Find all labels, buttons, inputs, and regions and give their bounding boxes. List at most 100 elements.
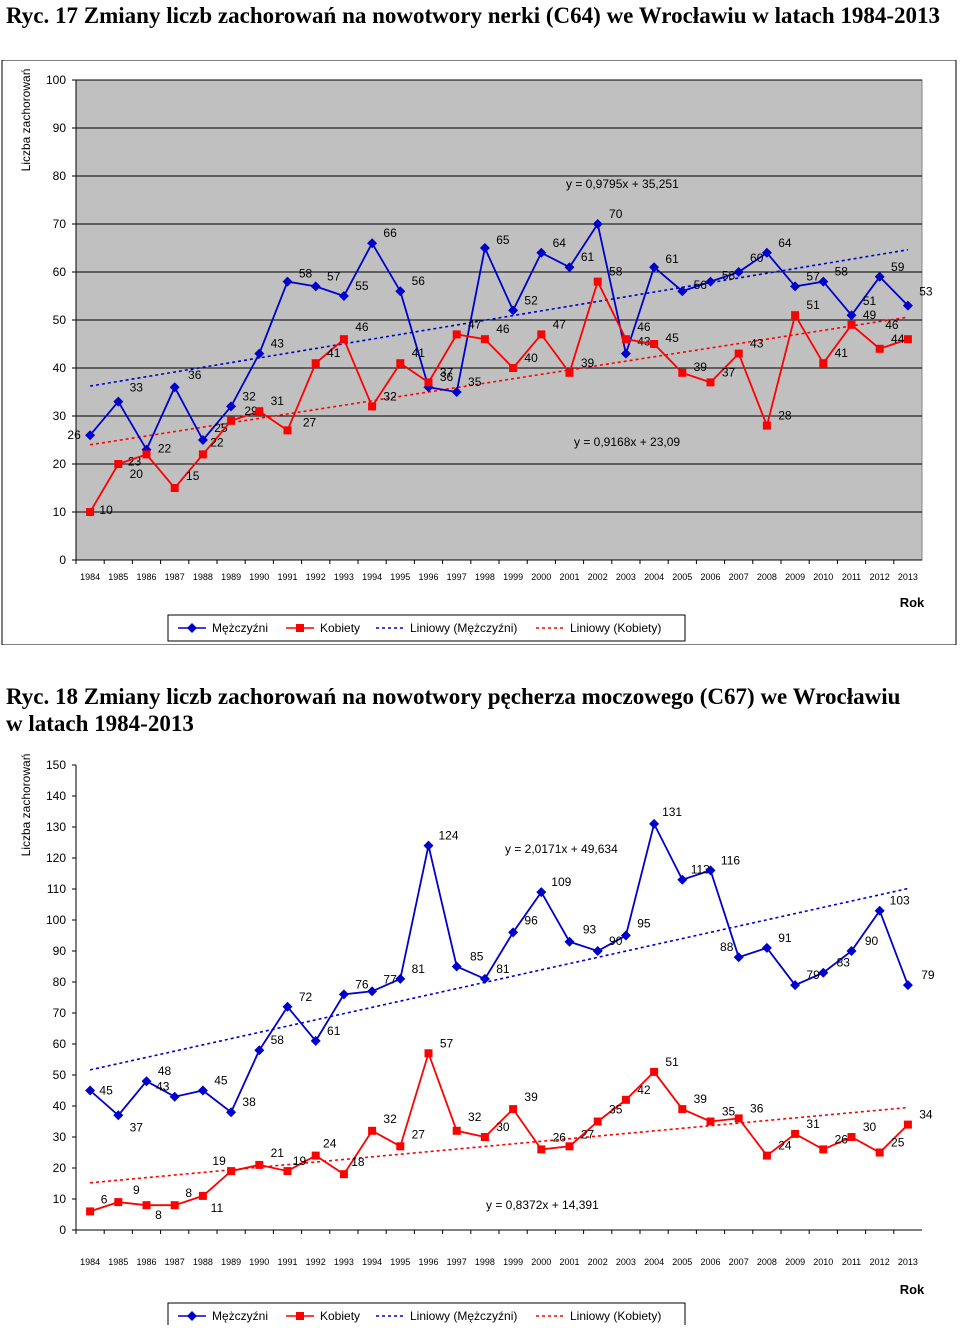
- data-label: 18: [351, 1155, 365, 1169]
- data-label: 45: [99, 1084, 113, 1098]
- data-point-men: [254, 348, 265, 359]
- x-tick-label: 2004: [644, 1257, 664, 1267]
- data-label: 33: [130, 381, 144, 395]
- figure-18-title: Ryc. 18 Zmiany liczb zachorowań na nowot…: [6, 684, 901, 736]
- data-point-men: [846, 946, 857, 956]
- data-point-women: [227, 416, 236, 425]
- data-label: 85: [470, 950, 484, 964]
- x-tick-label: 1990: [249, 572, 269, 582]
- data-point-men: [282, 276, 293, 287]
- x-tick-label: 1999: [503, 572, 523, 582]
- data-point-women: [86, 508, 95, 516]
- x-tick-label: 2006: [700, 1257, 720, 1267]
- data-label: 31: [271, 394, 285, 408]
- data-label: 96: [524, 913, 538, 927]
- data-label: 46: [637, 320, 651, 334]
- data-label: 19: [212, 1154, 226, 1168]
- data-label: 34: [919, 1108, 933, 1122]
- x-tick-label: 1995: [390, 572, 410, 582]
- data-label: 88: [720, 940, 734, 954]
- legend-label: Kobiety: [320, 1309, 360, 1323]
- legend-label: Liniowy (Mężczyźni): [410, 1309, 517, 1323]
- x-axis-title: Rok: [900, 595, 925, 610]
- data-point-men: [705, 865, 716, 876]
- legend-marker: [296, 624, 304, 632]
- x-tick-label: 2005: [672, 572, 692, 582]
- data-point-women: [198, 450, 207, 459]
- data-point-women: [480, 335, 489, 344]
- x-tick-label: 2009: [785, 572, 805, 582]
- data-point-men: [197, 435, 208, 445]
- x-tick-label: 1995: [390, 1257, 410, 1267]
- data-point-women: [227, 1167, 236, 1176]
- data-point-women: [283, 1167, 292, 1176]
- data-label: 43: [271, 337, 285, 351]
- x-tick-label: 1988: [193, 1257, 213, 1267]
- data-label: 58: [835, 265, 849, 279]
- data-point-men: [141, 1076, 152, 1087]
- legend-label: Liniowy (Kobiety): [570, 1309, 661, 1323]
- y-tick-label: 80: [53, 975, 67, 989]
- data-label: 70: [609, 207, 623, 221]
- data-label: 37: [440, 365, 454, 379]
- x-tick-label: 1985: [108, 572, 128, 582]
- data-point-women: [255, 407, 264, 416]
- data-point-women: [791, 311, 800, 320]
- x-tick-label: 1989: [221, 572, 241, 582]
- data-label: 36: [750, 1101, 764, 1115]
- trendline-equation-men: y = 0,9795x + 35,251: [566, 177, 679, 191]
- data-point-men: [310, 1035, 321, 1046]
- data-label: 61: [327, 1024, 341, 1038]
- legend-marker: [187, 1311, 197, 1321]
- x-tick-label: 2008: [757, 1257, 777, 1267]
- data-point-men: [564, 262, 575, 273]
- y-tick-label: 70: [53, 217, 67, 231]
- x-tick-label: 1998: [475, 1257, 495, 1267]
- data-label: 90: [609, 934, 623, 948]
- trendline-men: [89, 248, 909, 387]
- data-point-men: [113, 1110, 124, 1121]
- data-point-women: [198, 1191, 207, 1200]
- x-tick-label: 1984: [80, 1257, 100, 1267]
- y-tick-label: 80: [53, 169, 67, 183]
- x-tick-label: 1986: [136, 1257, 156, 1267]
- data-point-men: [592, 946, 603, 956]
- data-label: 81: [496, 962, 510, 976]
- data-label: 43: [750, 337, 764, 351]
- x-tick-label: 2010: [813, 572, 833, 582]
- data-label: 76: [355, 977, 369, 991]
- data-point-women: [847, 1133, 856, 1141]
- y-tick-label: 100: [46, 73, 66, 87]
- series-line-women: [89, 1050, 909, 1213]
- data-point-women: [706, 1117, 715, 1126]
- x-tick-label: 1998: [475, 572, 495, 582]
- y-tick-label: 100: [46, 913, 66, 927]
- data-label: 51: [665, 1055, 679, 1069]
- x-tick-label: 2001: [559, 572, 579, 582]
- data-label: 25: [891, 1136, 905, 1150]
- legend-label: Mężczyźni: [212, 1309, 268, 1323]
- data-point-women: [114, 460, 123, 468]
- data-point-women: [537, 1145, 546, 1154]
- data-label: 26: [67, 428, 81, 442]
- series-line-men: [89, 821, 909, 1117]
- data-label: 27: [412, 1127, 426, 1141]
- x-tick-label: 2004: [644, 572, 664, 582]
- y-tick-label: 70: [53, 1006, 67, 1020]
- x-tick-label: 1996: [418, 572, 438, 582]
- data-label: 25: [214, 421, 228, 435]
- x-axis-title: Rok: [900, 1282, 925, 1297]
- data-point-women: [734, 349, 743, 358]
- x-tick-label: 2011: [842, 572, 861, 582]
- x-tick-label: 1991: [277, 1257, 297, 1267]
- data-point-women: [621, 335, 630, 344]
- legend-marker: [296, 1312, 304, 1320]
- data-point-men: [423, 840, 434, 851]
- data-point-women: [537, 330, 546, 339]
- data-label: 44: [891, 332, 905, 346]
- data-label: 64: [553, 236, 567, 250]
- data-label: 32: [242, 389, 256, 403]
- data-point-women: [903, 1120, 912, 1129]
- data-label: 35: [722, 1105, 736, 1119]
- y-tick-label: 130: [46, 820, 66, 834]
